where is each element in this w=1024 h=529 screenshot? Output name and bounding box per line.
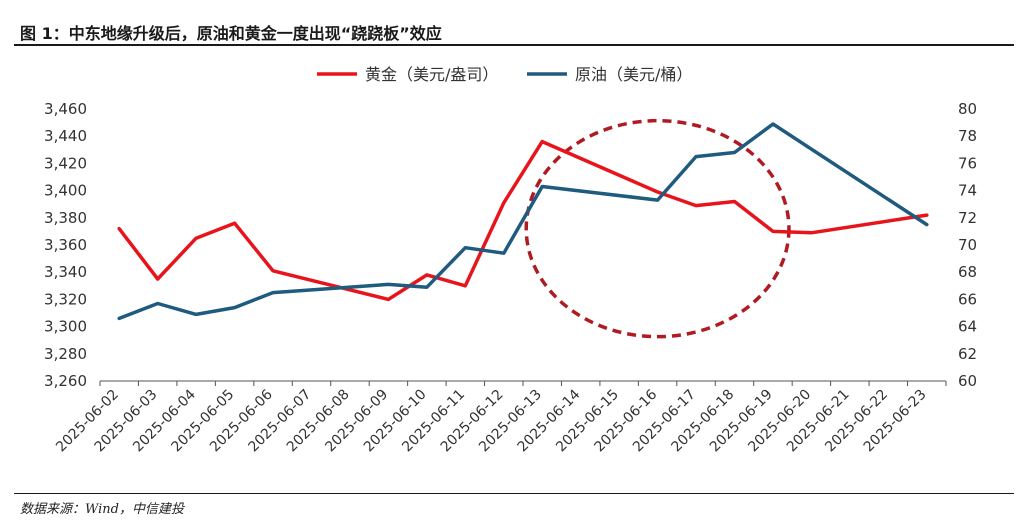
left-y-tick-label: 3,280 xyxy=(44,345,87,363)
left-y-tick-label: 3,340 xyxy=(44,263,87,281)
data-source: 数据来源：Wind，中信建投 xyxy=(20,502,184,517)
legend-label: 黄金（美元/盎司） xyxy=(365,65,498,84)
right-y-tick-label: 62 xyxy=(958,345,977,363)
left-y-tick-label: 3,320 xyxy=(44,290,87,308)
legend: 黄金（美元/盎司） 原油（美元/桶） xyxy=(317,65,692,84)
legend-label: 原油（美元/桶） xyxy=(575,65,692,84)
right-y-tick-label: 72 xyxy=(958,209,977,227)
series-layer xyxy=(117,122,929,321)
legend-item-gold: 黄金（美元/盎司） xyxy=(317,65,498,84)
gold-price-line xyxy=(117,139,929,302)
left-y-tick-label: 3,360 xyxy=(44,236,87,254)
right-y-tick-label: 64 xyxy=(958,318,977,336)
right-y-tick-label: 70 xyxy=(958,236,977,254)
left-y-tick-label: 3,460 xyxy=(44,100,87,118)
footer-rule xyxy=(14,493,1014,494)
figure-header: 图 1：中东地缘升级后，原油和黄金一度出现“跷跷板”效应 xyxy=(0,0,1024,46)
dashed-circle-annotation xyxy=(524,118,791,339)
left-y-tick-label: 3,420 xyxy=(44,154,87,172)
crude-oil-price-line xyxy=(117,122,929,321)
chart-axes: 2025-06-022025-06-032025-06-042025-06-05… xyxy=(44,100,977,455)
legend-item-oil: 原油（美元/桶） xyxy=(527,65,692,84)
figure-title: 图 1：中东地缘升级后，原油和黄金一度出现“跷跷板”效应 xyxy=(20,24,442,43)
right-y-tick-label: 76 xyxy=(958,154,977,172)
right-y-tick-label: 68 xyxy=(958,263,977,281)
title-rule xyxy=(14,44,1014,46)
right-y-tick-label: 66 xyxy=(958,290,977,308)
annotation-layer xyxy=(524,118,791,339)
right-y-tick-label: 80 xyxy=(958,100,977,118)
left-y-tick-label: 3,400 xyxy=(44,182,87,200)
left-y-tick-label: 3,300 xyxy=(44,318,87,336)
right-y-tick-label: 78 xyxy=(958,127,977,145)
right-y-tick-label: 60 xyxy=(958,372,977,390)
left-y-tick-label: 3,440 xyxy=(44,127,87,145)
right-y-tick-label: 74 xyxy=(958,182,977,200)
left-y-tick-label: 3,380 xyxy=(44,209,87,227)
dual-axis-line-chart: 黄金（美元/盎司） 原油（美元/桶） 2025-06-022025-06-0320… xyxy=(44,65,977,455)
left-y-tick-label: 3,260 xyxy=(44,372,87,390)
